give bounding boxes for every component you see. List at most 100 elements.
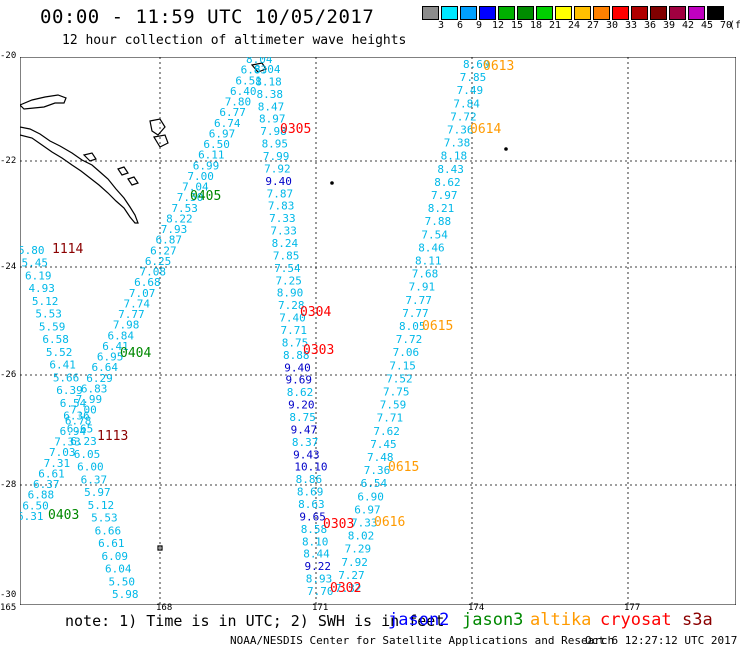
wave-height-value: 7.92 <box>341 556 368 569</box>
wave-height-value: 6.04 <box>105 563 132 576</box>
longitude-label: 171 <box>312 603 329 613</box>
generation-timestamp: Oct 6 12:27:12 UTC 2017 <box>585 634 738 647</box>
wave-height-value: 8.86 <box>296 473 323 486</box>
wave-height-value: 7.49 <box>457 84 484 97</box>
wave-height-value: 8.88 <box>283 349 310 362</box>
colorbar-swatch <box>612 6 629 20</box>
wave-height-value: 6.65 <box>67 422 94 435</box>
wave-height-value: 5.80 <box>20 244 45 257</box>
wave-height-value: 7.00 <box>70 404 97 417</box>
wave-height-value: 6.36 <box>63 410 90 423</box>
wave-height-value: 9.47 <box>291 423 318 436</box>
wave-height-value: 6.50 <box>203 138 230 151</box>
colorbar-swatch <box>669 6 686 20</box>
wave-height-value: 7.97 <box>431 189 458 202</box>
wave-height-value: 6.83 <box>241 64 268 77</box>
pass-time-tag: 0404 <box>120 346 151 361</box>
wave-height-value: 7.00 <box>187 170 214 183</box>
wave-height-value: 7.92 <box>264 162 291 175</box>
wave-height-value: 8.93 <box>306 573 333 586</box>
wave-height-value: 8.97 <box>259 113 286 126</box>
wave-height-value: 8.22 <box>166 212 193 225</box>
latitude-label: -26 <box>0 370 17 380</box>
wave-height-value: 8.04 <box>246 57 273 66</box>
colorbar-swatch <box>688 6 705 20</box>
pass-time-tag: 1114 <box>52 242 83 257</box>
wave-height-value: 6.90 <box>357 490 384 503</box>
wave-height-value: 8.62 <box>287 386 314 399</box>
colorbar-swatch <box>574 6 591 20</box>
pass-time-tags: 0613 0305 0614 0405 1114 0304 0615 0303 0404 1113… <box>48 59 514 596</box>
wave-height-value: 8.21 <box>428 202 455 215</box>
footnote: note: 1) Time is in UTC; 2) SWH is in fe… <box>65 612 445 630</box>
wave-height-value: 7.99 <box>76 393 103 406</box>
wave-height-value: 6.94 <box>60 425 87 438</box>
colorbar-tick-label: 12 <box>491 20 505 31</box>
wave-height-value: 7.38 <box>444 137 471 150</box>
colorbar-tick-label: 39 <box>662 20 676 31</box>
wave-height-value: 7.77 <box>402 307 429 320</box>
wave-height-value: 7.77 <box>405 294 432 307</box>
wave-height-value: 9.22 <box>304 560 331 573</box>
colorbar-tick-label: 70 <box>719 20 733 31</box>
wave-height-value: 7.88 <box>425 215 452 228</box>
wave-height-value: 7.62 <box>373 425 400 438</box>
wave-height-value: 7.85 <box>460 71 487 84</box>
longitude-label: 168 <box>156 603 173 613</box>
wave-height-value: 8.95 <box>262 138 289 151</box>
colorbar-swatch <box>536 6 553 20</box>
wave-height-value: 6.05 <box>74 448 101 461</box>
colorbar-swatch <box>555 6 572 20</box>
wave-height-value: 6.61 <box>38 467 64 480</box>
wave-height-value: 7.33 <box>54 436 81 449</box>
wave-height-value: 6.11 <box>198 149 225 162</box>
pass-time-tag: 0305 <box>280 122 311 137</box>
wave-height-value: 7.91 <box>409 281 436 294</box>
wave-height-value: 7.33 <box>269 212 296 225</box>
wave-height-value: 6.83 <box>81 382 108 395</box>
wave-height-value: 6.31 <box>20 510 44 523</box>
wave-height-value: 6.54 <box>60 397 87 410</box>
wave-height-value: 5.98 <box>112 588 139 601</box>
wave-height-value: 7.07 <box>129 287 156 300</box>
wave-height-value: 7.08 <box>139 266 166 279</box>
colorbar-tick-label: 6 <box>456 20 464 31</box>
wave-height-value: 6.97 <box>209 127 236 140</box>
colorbar-swatch <box>460 6 477 20</box>
wave-height-value: 8.60 <box>463 58 490 71</box>
wave-height-value: 5.52 <box>46 346 73 359</box>
wave-height-value: 5.53 <box>35 308 62 321</box>
colorbar-swatch <box>479 6 496 20</box>
wave-height-value: 7.33 <box>351 517 378 530</box>
colorbar-swatch <box>441 6 458 20</box>
track-values: 8.046.836.516.407.806.776.746.976.506.11… <box>20 57 490 601</box>
wave-height-value: 6.95 <box>97 351 124 364</box>
pass-time-tag: 0615 <box>422 319 453 334</box>
wave-height-value: 10.10 <box>294 461 327 474</box>
wave-height-value: 8.75 <box>289 411 316 424</box>
wave-height-value: 6.40 <box>230 85 257 98</box>
wave-height-value: 7.71 <box>281 324 308 337</box>
wave-height-value: 5.45 <box>21 257 48 270</box>
wave-height-value: 7.04 <box>182 181 209 194</box>
wave-height-value: 6.27 <box>150 244 177 257</box>
wave-height-value: 6.66 <box>95 524 122 537</box>
wave-height-value: 6.51 <box>235 74 261 87</box>
wave-height-value: 5.59 <box>39 320 65 333</box>
pass-time-tag: 0302 <box>330 581 361 596</box>
wave-height-value: 7.15 <box>389 359 416 372</box>
wave-height-value: 7.28 <box>278 299 305 312</box>
wave-height-value: 5.66 <box>53 371 80 384</box>
wave-height-map: 8.046.836.516.407.806.776.746.976.506.11… <box>20 57 736 605</box>
wave-height-value: 5.12 <box>32 295 59 308</box>
colorbar-tick-label: 3 <box>437 20 445 31</box>
latitude-label: -24 <box>0 262 17 272</box>
graticule <box>20 57 736 605</box>
wave-height-value: 8.69 <box>297 486 324 499</box>
wave-height-value: 7.59 <box>380 399 407 412</box>
colorbar-unit: (ft) <box>729 20 740 31</box>
colorbar-tick-label: 30 <box>605 20 619 31</box>
wave-height-value: 7.25 <box>275 274 302 287</box>
latitude-label: -28 <box>0 480 17 490</box>
